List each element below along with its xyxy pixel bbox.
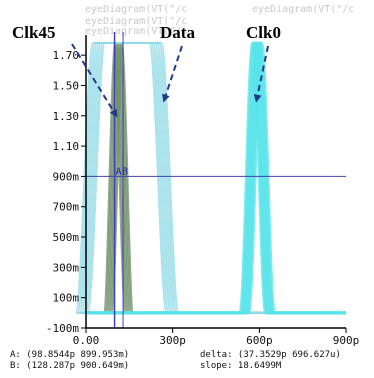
- annotations: Clk45 Data Clk0: [12, 23, 281, 118]
- annotation-clk0-label: Clk0: [246, 23, 281, 42]
- marker-a-readout: A: (98.8544p 899.953m): [10, 350, 130, 360]
- slope-readout: slope: 18.6499M: [200, 361, 282, 371]
- annotation-clk45-label: Clk45: [12, 23, 55, 42]
- axes: 1.70 1.50 1.30 1.10 900m 700m 500m 300m 100m -100…: [46, 35, 359, 347]
- legend-item-3: eyeDiagram(VT("/c: [85, 16, 187, 27]
- y-tick-label: 1.70: [53, 49, 80, 62]
- y-tick-label: 300m: [53, 261, 80, 274]
- y-tick-label: 500m: [53, 231, 80, 244]
- trace-data-7: [86, 42, 346, 314]
- y-tick-label: 900m: [53, 170, 80, 183]
- x-tick-label: 300p: [159, 334, 186, 347]
- y-tick-label: -100m: [46, 322, 79, 335]
- marker-b-tag: B: [122, 166, 128, 177]
- series-clk0: [86, 41, 346, 315]
- legend-item-4: eyeDiagram(VT("/n: [85, 26, 187, 37]
- trace-layer: [74, 41, 346, 315]
- x-tick-label: 600p: [246, 334, 273, 347]
- delta-readout: delta: (37.3529p 696.627u): [200, 350, 341, 360]
- marker-a-tag: A: [116, 166, 122, 177]
- y-tick-label: 100m: [53, 292, 80, 305]
- annotation-clk45-arrow: [71, 43, 118, 118]
- y-tick-label: 700m: [53, 201, 80, 214]
- marker-layer: A B: [86, 32, 346, 328]
- legend: eyeDiagram(VT("/c eyeDiagram(VT("/c eyeD…: [85, 4, 354, 37]
- trace-clk0-7: [86, 41, 346, 315]
- x-tick-label: 0.00: [73, 334, 100, 347]
- y-tick-label: 1.30: [53, 110, 80, 123]
- marker-b-readout: B: (128.287p 900.649m): [10, 361, 130, 371]
- x-tick-label: 900p: [333, 334, 360, 347]
- legend-item-2: eyeDiagram(VT("/c: [252, 4, 354, 15]
- legend-item-1: eyeDiagram(VT("/c: [85, 4, 187, 15]
- annotation-data-label: Data: [160, 23, 195, 42]
- y-tick-label: 1.50: [53, 79, 80, 92]
- series-clk45: [86, 42, 346, 314]
- y-tick-label: 1.10: [53, 140, 80, 153]
- series-data: [74, 42, 346, 314]
